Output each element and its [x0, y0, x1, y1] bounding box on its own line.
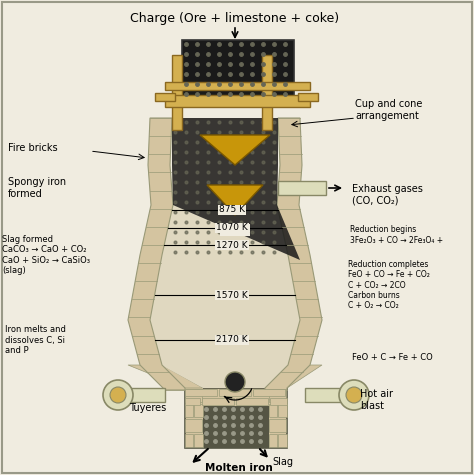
Text: Slag formed
CaCO₃ → CaO + CO₂
CaO + SiO₂ → CaSiO₃
(slag): Slag formed CaCO₃ → CaO + CO₂ CaO + SiO₂… — [2, 235, 90, 275]
Polygon shape — [128, 118, 185, 390]
Text: Reduction begins
3Fe₂O₃ + CO → 2Fe₃O₄ +: Reduction begins 3Fe₂O₃ + CO → 2Fe₃O₄ + — [350, 225, 443, 245]
Bar — [269, 434, 277, 447]
Text: 700 K: 700 K — [221, 225, 249, 235]
Circle shape — [346, 387, 362, 403]
Bar — [194, 404, 203, 417]
Polygon shape — [207, 185, 263, 215]
Bar — [155, 93, 175, 101]
Bar — [269, 419, 286, 432]
Bar — [172, 55, 182, 130]
Circle shape — [110, 387, 126, 403]
Polygon shape — [172, 118, 300, 260]
Bar — [185, 419, 202, 432]
Text: Spongy iron
formed: Spongy iron formed — [8, 177, 66, 199]
Bar — [262, 55, 272, 130]
Bar — [120, 388, 165, 402]
Polygon shape — [200, 135, 270, 165]
Bar — [165, 95, 310, 107]
Text: 1570 K: 1570 K — [216, 291, 248, 300]
Text: Fire bricks: Fire bricks — [8, 143, 58, 153]
Bar — [185, 404, 193, 417]
Bar — [278, 404, 287, 417]
Text: 875 K: 875 K — [219, 206, 245, 215]
Bar — [219, 389, 251, 396]
Bar — [236, 398, 268, 405]
Bar — [202, 398, 234, 405]
Polygon shape — [269, 365, 322, 388]
Bar — [194, 434, 203, 447]
Bar — [269, 404, 277, 417]
Bar — [305, 388, 350, 402]
Text: Hot air
blast: Hot air blast — [360, 389, 393, 411]
Polygon shape — [265, 118, 322, 390]
Bar — [298, 93, 318, 101]
Text: Iron melts and
dissolves C, Si
and P: Iron melts and dissolves C, Si and P — [5, 325, 66, 355]
Bar — [185, 389, 217, 396]
Polygon shape — [150, 388, 203, 390]
Text: Cup and cone
arrangement: Cup and cone arrangement — [355, 99, 422, 121]
Text: Molten iron: Molten iron — [205, 463, 273, 473]
Polygon shape — [128, 365, 203, 388]
Circle shape — [339, 380, 369, 410]
Bar — [185, 388, 287, 448]
Text: Tuyeres: Tuyeres — [129, 403, 167, 413]
Circle shape — [103, 380, 133, 410]
Text: 2170 K: 2170 K — [216, 335, 248, 344]
Bar — [269, 389, 286, 402]
Text: Slag: Slag — [272, 457, 293, 467]
Text: 1070 K: 1070 K — [216, 224, 248, 232]
Bar — [182, 40, 294, 105]
Bar — [270, 398, 287, 405]
Bar — [185, 398, 200, 405]
Polygon shape — [139, 118, 321, 388]
Bar — [278, 434, 287, 447]
Text: Reduction completes
FeO + CO → Fe + CO₂
C + CO₂ → 2CO
Carbon burns
C + O₂ → CO₂: Reduction completes FeO + CO → Fe + CO₂ … — [348, 260, 430, 310]
Bar — [165, 82, 310, 90]
Text: 1270 K: 1270 K — [216, 240, 248, 249]
Circle shape — [225, 372, 245, 392]
Bar — [185, 389, 202, 402]
Bar — [253, 389, 284, 396]
Text: Exhaust gases
(CO, CO₂): Exhaust gases (CO, CO₂) — [352, 184, 423, 206]
Bar — [203, 406, 269, 448]
Bar — [278, 181, 326, 195]
Bar — [185, 434, 193, 447]
Text: FeO + C → Fe + CO: FeO + C → Fe + CO — [352, 353, 433, 362]
Text: Charge (Ore + limestone + coke): Charge (Ore + limestone + coke) — [130, 12, 339, 25]
